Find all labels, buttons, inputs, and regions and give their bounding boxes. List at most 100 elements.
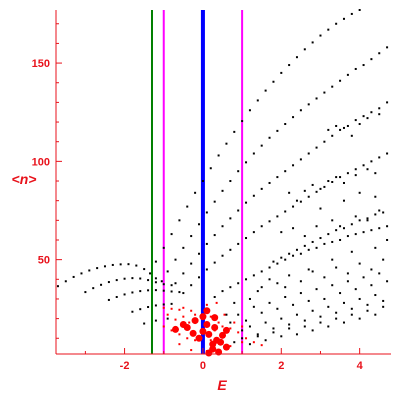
data-point-s0-226: [276, 307, 279, 310]
data-point-s0-107: [213, 234, 216, 237]
data-point-s1-11: [217, 321, 220, 324]
data-point-s0-47: [162, 246, 165, 249]
data-point-s0-178: [260, 270, 263, 273]
data-point-s0-305: [319, 207, 322, 210]
data-point-s0-132: [198, 276, 201, 279]
data-point-s0-156: [386, 152, 389, 155]
data-point-s0-66: [311, 41, 314, 44]
data-point-s0-81: [229, 180, 232, 183]
data-point-s0-219: [378, 209, 381, 212]
y-tick-label: 100: [32, 156, 50, 168]
data-point-s0-174: [229, 286, 232, 289]
data-point-s0-90: [299, 109, 302, 112]
data-point-s0-69: [335, 22, 338, 25]
highlight-point-8: [222, 343, 230, 351]
data-point-s0-230: [307, 299, 310, 302]
data-point-s0-199: [335, 176, 338, 179]
data-point-s0-228: [292, 303, 295, 306]
data-point-s1-24: [229, 345, 232, 348]
data-point-s0-12: [149, 272, 152, 275]
data-point-s0-204: [327, 128, 330, 131]
data-point-s0-256: [358, 297, 361, 300]
data-point-s1-32: [205, 303, 208, 306]
data-point-s0-308: [374, 195, 377, 198]
data-point-s0-77: [198, 223, 201, 226]
data-point-s0-287: [335, 266, 338, 269]
data-point-s0-140: [260, 225, 263, 228]
data-point-s0-303: [288, 191, 291, 194]
data-point-s0-135: [221, 254, 224, 257]
data-point-s0-291: [382, 258, 385, 261]
axes-layer: -2 0 2 4 50 100 150: [32, 10, 391, 372]
data-point-s0-265: [272, 331, 275, 334]
data-point-s0-200: [342, 181, 345, 184]
data-point-s0-175: [237, 282, 240, 285]
data-point-s0-188: [339, 238, 342, 241]
data-point-s0-61: [272, 80, 275, 83]
data-point-s0-300: [350, 250, 353, 253]
data-point-s0-97: [354, 67, 357, 70]
data-point-s0-293: [225, 313, 228, 316]
data-point-s0-16: [92, 287, 95, 290]
data-point-s0-166: [342, 227, 345, 230]
data-point-s0-75: [182, 246, 185, 249]
data-point-s0-96: [346, 73, 349, 76]
data-point-s0-298: [307, 268, 310, 271]
data-point-s0-202: [366, 168, 369, 171]
data-point-s1-14: [233, 321, 236, 324]
data-point-s0-186: [323, 242, 326, 245]
data-point-s0-86: [268, 136, 271, 139]
data-point-s0-59: [256, 99, 259, 102]
data-point-s0-290: [370, 268, 373, 271]
data-point-s0-49: [178, 219, 181, 222]
data-point-s0-185: [315, 246, 318, 249]
data-point-s0-22: [139, 277, 142, 280]
data-point-s0-237: [362, 276, 365, 279]
data-point-s0-94: [331, 85, 334, 88]
data-point-s0-21: [131, 277, 134, 280]
data-point-s0-41: [162, 303, 165, 306]
data-point-s1-22: [209, 339, 212, 342]
data-point-s0-172: [213, 295, 216, 298]
data-point-s0-276: [358, 317, 361, 320]
data-point-s0-278: [374, 313, 377, 316]
data-point-s0-88: [284, 123, 287, 126]
data-point-s0-102: [174, 282, 177, 285]
data-point-s0-15: [84, 291, 87, 294]
data-point-s0-159: [288, 252, 291, 255]
data-point-s0-27: [107, 298, 110, 301]
data-point-s0-167: [350, 223, 353, 226]
data-point-s0-214: [315, 225, 318, 228]
data-point-s0-206: [342, 126, 345, 129]
data-point-s0-177: [252, 274, 255, 277]
data-point-s0-150: [339, 176, 342, 179]
data-point-s1-27: [260, 344, 263, 347]
data-point-s0-57: [241, 120, 244, 123]
data-point-s0-280: [260, 286, 263, 289]
data-point-s0-208: [358, 123, 361, 126]
data-point-s0-277: [366, 309, 369, 312]
data-point-s0-38: [139, 308, 142, 311]
data-point-s0-43: [143, 322, 146, 325]
data-point-s0-307: [358, 191, 361, 194]
data-point-s0-170: [374, 213, 377, 216]
data-point-s0-194: [386, 225, 389, 228]
data-point-s0-71: [350, 12, 353, 15]
data-point-s0-73: [166, 270, 169, 273]
data-point-s0-42: [170, 302, 173, 305]
data-point-s0-231: [315, 288, 318, 291]
data-point-s1-6: [174, 318, 177, 321]
data-point-s0-117: [292, 164, 295, 167]
data-point-s0-269: [303, 325, 306, 328]
data-point-s0-301: [374, 246, 377, 249]
data-point-s0-24: [154, 281, 157, 284]
data-points-layer: [56, 9, 389, 357]
data-point-s0-163: [319, 237, 322, 240]
data-point-s0-125: [354, 119, 357, 122]
data-point-s0-215: [331, 219, 334, 222]
data-point-s0-34: [162, 289, 165, 292]
data-point-s1-15: [237, 331, 240, 334]
data-point-s0-297: [284, 286, 287, 289]
data-point-s0-91: [307, 103, 310, 106]
data-point-s1-19: [178, 333, 181, 336]
